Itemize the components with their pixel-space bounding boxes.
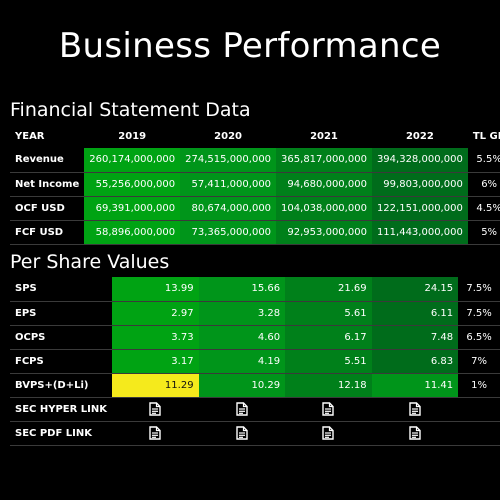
per-share-table: SPS 13.99 15.66 21.69 24.15 7.5% EPS 2.97 3.28 5.… [10,277,500,446]
value-cell: 13.99 [112,277,199,302]
table-row: SEC HYPER LINK [10,397,500,422]
row-label-revenue: Revenue [10,148,85,173]
table-row: Revenue 260,174,000,000 274,515,000,000 365… [10,148,500,173]
value-cell: 365,817,000,000 [276,148,372,173]
value-cell: 10.29 [198,373,286,398]
table-row: SPS 13.99 15.66 21.69 24.15 7.5% [10,277,500,302]
row-label-net-income: Net Income [10,172,85,197]
row-label-bvps-d-li: BVPS+(D+Li) [10,373,113,398]
table-row: OCF USD 69,391,000,000 80,674,000,000 104,0… [10,196,500,221]
value-cell: 2.97 [112,301,199,326]
document-link[interactable] [198,421,286,446]
document-link[interactable] [285,421,372,446]
table-row: FCF USD 58,896,000,000 73,365,000,000 92,95… [10,220,500,245]
growth-cell: 6% [467,172,500,197]
value-cell: 57,411,000,000 [180,172,277,197]
value-cell: 6.17 [285,325,372,350]
value-cell: 73,365,000,000 [180,220,277,245]
value-cell: 58,896,000,000 [84,220,181,245]
row-label-ocps: OCPS [10,325,113,350]
financial-statement-table: YEAR 2019 2020 2021 2022 TL GR Revenue26… [10,125,500,245]
per-share-title: Per Share Values [10,251,170,273]
document-icon [322,402,335,416]
document-link[interactable] [371,397,459,422]
financial-statement-title: Financial Statement Data [10,99,251,121]
row-label-fcf-usd: FCF USD [10,220,85,245]
value-cell: 55,256,000,000 [84,172,181,197]
row-label-sps: SPS [10,277,113,302]
table-row: Net Income 55,256,000,000 57,411,000,000 94… [10,172,500,197]
document-link[interactable] [285,397,372,422]
growth-cell: 6.5% [458,325,500,350]
document-icon [149,402,161,416]
header-row: YEAR 2019 2020 2021 2022 TL GR [10,125,500,148]
row-label-fcps: FCPS [10,349,113,374]
table-row: EPS 2.97 3.28 5.61 6.11 7.5% [10,301,500,326]
header-2022: 2022 [405,131,434,142]
empty-cell [458,421,500,446]
value-cell: 15.66 [198,277,286,302]
growth-cell: 5% [467,220,500,245]
value-cell: 274,515,000,000 [180,148,277,173]
document-link[interactable] [112,421,199,446]
value-cell: 94,680,000,000 [276,172,372,197]
value-cell: 12.18 [285,373,372,398]
document-icon [322,426,335,440]
header-2020: 2020 [214,131,243,142]
page-title: Business Performance [58,26,442,66]
value-cell: 21.69 [285,277,372,302]
row-label-ocf-usd: OCF USD [10,196,85,221]
value-cell: 80,674,000,000 [180,196,277,221]
growth-cell: 1% [458,373,500,398]
table-row: OCPS 3.73 4.60 6.17 7.48 6.5% [10,325,500,350]
value-cell: 260,174,000,000 [84,148,181,173]
value-cell: 69,391,000,000 [84,196,181,221]
document-icon [409,426,421,440]
growth-cell: 4.5% [467,196,500,221]
value-cell: 11.29 [112,373,199,398]
header-2021: 2021 [310,131,338,142]
growth-cell: 7% [458,349,500,374]
value-cell: 4.19 [198,349,286,374]
row-label-sec-hyper-link: SEC HYPER LINK [10,397,113,422]
document-icon [236,402,248,416]
value-cell: 7.48 [371,325,459,350]
document-link[interactable] [198,397,286,422]
empty-cell [458,397,500,422]
document-link[interactable] [371,421,459,446]
value-cell: 4.60 [198,325,286,350]
header-2019: 2019 [118,131,147,142]
value-cell: 104,038,000,000 [276,196,372,221]
growth-cell: 7.5% [458,277,500,302]
growth-cell: 7.5% [458,301,500,326]
row-label-eps: EPS [10,301,113,326]
value-cell: 92,953,000,000 [276,220,372,245]
header-growth: TL GR [472,131,500,142]
table-row: BVPS+(D+Li) 11.29 10.29 12.18 11.41 1% [10,373,500,398]
document-icon [149,426,161,440]
value-cell: 3.28 [198,301,286,326]
value-cell: 99,803,000,000 [371,172,468,197]
document-icon [236,426,248,440]
value-cell: 6.83 [371,349,459,374]
value-cell: 394,328,000,000 [371,148,468,173]
value-cell: 24.15 [371,277,459,302]
value-cell: 111,443,000,000 [371,220,468,245]
header-year: YEAR [15,131,45,142]
value-cell: 11.41 [371,373,459,398]
value-cell: 122,151,000,000 [371,196,468,221]
table-row: SEC PDF LINK [10,421,500,446]
growth-cell: 5.5% [467,148,500,173]
value-cell: 5.61 [285,301,372,326]
table-row: FCPS 3.17 4.19 5.51 6.83 7% [10,349,500,374]
row-label-sec-pdf-link: SEC PDF LINK [10,421,113,446]
value-cell: 5.51 [285,349,372,374]
document-icon [409,402,421,416]
document-link[interactable] [112,397,199,422]
value-cell: 6.11 [371,301,459,326]
value-cell: 3.17 [112,349,199,374]
value-cell: 3.73 [112,325,199,350]
